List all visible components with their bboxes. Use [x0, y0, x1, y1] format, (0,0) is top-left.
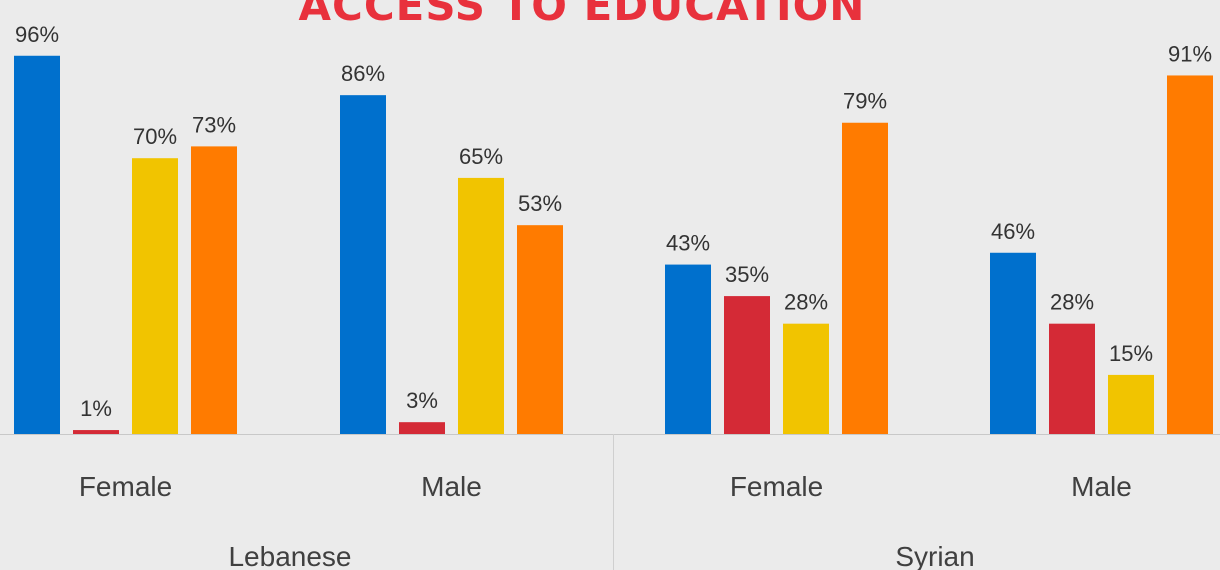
category-label-3: Male — [1071, 471, 1132, 502]
group-label-0: Lebanese — [228, 541, 351, 570]
bar-cat0-series3 — [191, 146, 237, 434]
value-label-cat0-series0: 96% — [15, 22, 59, 47]
value-label-cat1-series1: 3% — [406, 388, 438, 413]
bar-cat2-series1 — [724, 296, 770, 434]
bars-layer — [14, 55, 1213, 435]
value-label-cat1-series0: 86% — [341, 61, 385, 86]
value-label-cat0-series2: 70% — [133, 124, 177, 149]
chart-title: ACCESS TO EDUCATION — [299, 0, 866, 30]
group-label-1: Syrian — [895, 541, 974, 570]
bar-cat0-series2 — [132, 158, 178, 434]
bar-cat2-series2 — [783, 323, 829, 434]
category-label-2: Female — [730, 471, 823, 502]
value-label-cat2-series1: 35% — [725, 262, 769, 287]
bar-cat3-series3 — [1167, 75, 1213, 435]
bar-cat1-series3 — [517, 225, 563, 434]
bar-cat1-series0 — [340, 95, 386, 434]
value-label-cat3-series1: 28% — [1050, 290, 1094, 315]
bar-cat1-series1 — [399, 422, 445, 434]
value-label-cat2-series2: 28% — [784, 290, 828, 315]
value-label-cat3-series2: 15% — [1109, 341, 1153, 366]
bar-cat0-series1 — [73, 430, 119, 434]
value-label-cat1-series2: 65% — [459, 144, 503, 169]
value-labels-layer: 96% 1% 70% 73% 86% 3% 65% 53% 43% 35% 28% 79% 46% 28%… — [15, 22, 1212, 421]
value-label-cat2-series0: 43% — [666, 231, 710, 256]
value-label-cat0-series1: 1% — [80, 396, 112, 421]
bar-cat2-series3 — [842, 122, 888, 435]
bar-cat0-series0 — [14, 55, 60, 434]
bar-cat2-series0 — [665, 264, 711, 434]
category-label-1: Male — [421, 471, 482, 502]
value-label-cat2-series3: 79% — [843, 89, 887, 114]
value-label-cat3-series3: 91% — [1168, 41, 1212, 66]
bar-cat3-series0 — [990, 252, 1036, 434]
value-label-cat1-series3: 53% — [518, 191, 562, 216]
bar-cat3-series2 — [1108, 374, 1154, 434]
bar-cat1-series2 — [458, 177, 504, 434]
bar-cat3-series1 — [1049, 323, 1095, 434]
value-label-cat3-series0: 46% — [991, 219, 1035, 244]
category-label-0: Female — [79, 471, 172, 502]
value-label-cat0-series3: 73% — [192, 112, 236, 137]
category-axis: Female Male Female Male Lebanese Syrian — [0, 434, 1220, 570]
